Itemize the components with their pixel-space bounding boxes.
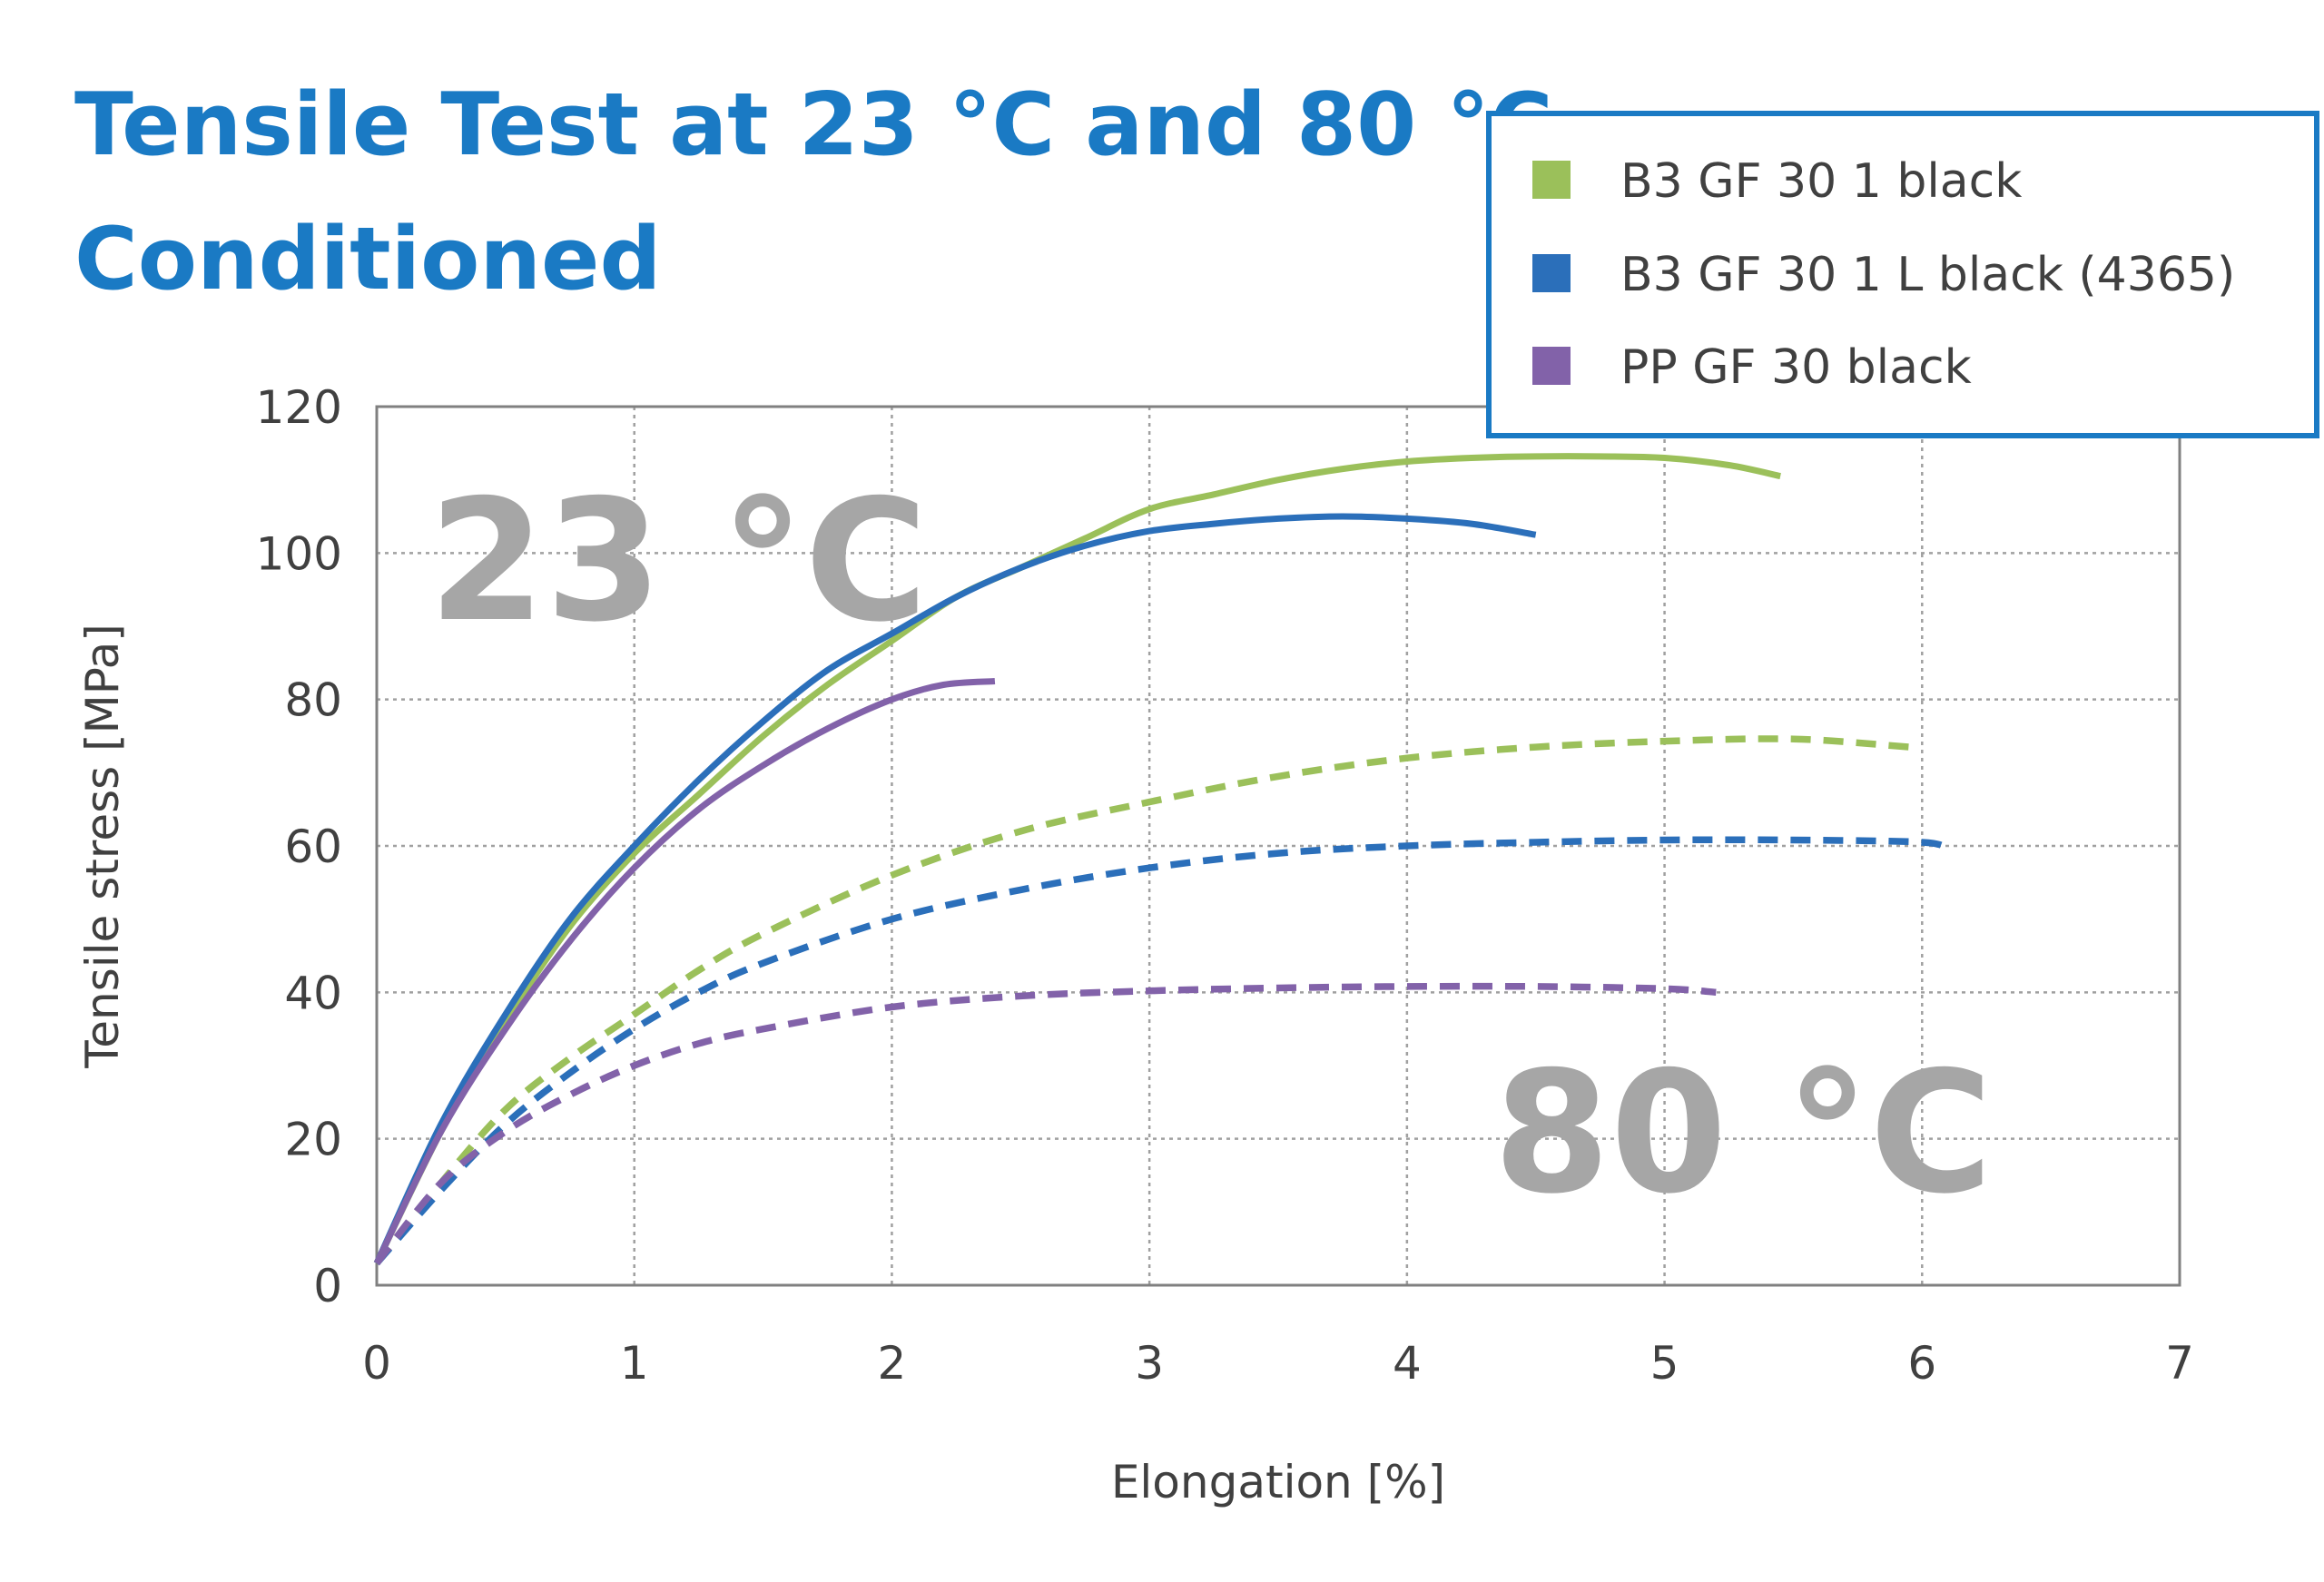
y-tick-label: 80 [284,674,342,727]
x-tick-label: 4 [1393,1337,1422,1390]
series-line-b3-gf-30-1-l-black-4365-23c [373,513,1537,1265]
tick-labels: 0 1 2 3 4 5 6 7 0 20 40 60 80 100 120 [256,381,2194,1390]
annotation-23c: 23 °C [428,463,928,659]
y-tick-label: 100 [256,527,342,580]
legend-swatch-purple [1532,347,1571,385]
x-tick-label: 1 [620,1337,649,1390]
legend: B3 GF 30 1 black B3 GF 30 1 L black (436… [1486,111,2319,438]
y-tick-label: 40 [284,967,342,1019]
chart-title-line-2: Conditioned [74,210,662,310]
legend-label-b3-gf30-1-l-black-4365: B3 GF 30 1 L black (4365) [1620,248,2235,302]
x-tick-label: 6 [1907,1337,1936,1390]
y-tick-label: 60 [284,820,342,873]
legend-label-pp-gf30-black: PP GF 30 black [1620,340,1972,395]
series-line-b3-gf-30-1-black-80c [374,735,1910,1266]
series-layer [373,453,1950,1266]
legend-label-b3-gf30-1-black: B3 GF 30 1 black [1620,154,2022,209]
x-tick-label: 3 [1135,1337,1164,1390]
y-tick-label: 0 [313,1260,342,1312]
plot-area-frame [375,405,2181,1287]
x-tick-label: 7 [2165,1337,2194,1390]
x-tick-label: 0 [362,1337,391,1390]
series-line-pp-gf-30-black-23c [373,678,996,1265]
x-tick-label: 5 [1650,1337,1679,1390]
legend-swatch-blue [1532,254,1571,292]
series-line-pp-gf-30-black-80c [374,982,1717,1266]
y-axis-label: Tensile stress [MPa] [76,624,129,1069]
x-axis-label: Elongation [%] [1111,1456,1445,1508]
x-tick-label: 2 [878,1337,907,1390]
y-tick-label: 20 [284,1114,342,1166]
annotation-80c: 80 °C [1493,1035,1993,1231]
legend-swatch-green [1532,161,1571,199]
legend-frame [1486,111,2319,438]
y-tick-label: 120 [256,381,342,434]
chart-title-line-1: Tensile Test at 23 °C and 80 °C – [74,75,1626,175]
gridlines [377,407,2180,1285]
